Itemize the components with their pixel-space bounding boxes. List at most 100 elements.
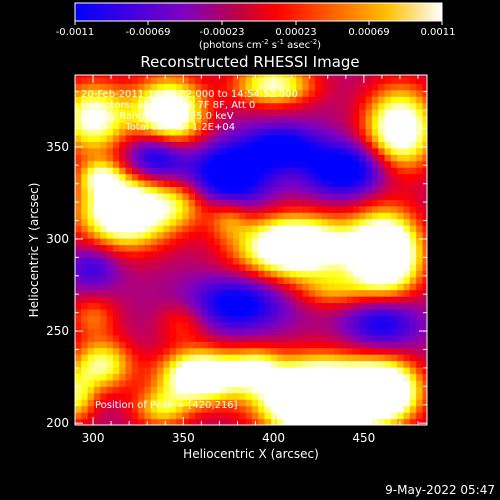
heatmap-cell [397,96,405,104]
heatmap-cell [232,328,240,336]
heatmap-cell [371,167,379,175]
heatmap-cell [302,96,310,104]
heatmap-cell [138,109,146,117]
heatmap-cell [315,379,322,387]
heatmap-cell [365,186,373,194]
heatmap-cell [403,75,411,78]
heatmap-cell [157,89,165,97]
heatmap-cell [359,347,367,355]
heatmap-cell [119,225,127,233]
heatmap-cell [157,96,165,104]
heatmap-cell [270,205,278,213]
heatmap-cell [163,75,171,78]
heatmap-cell [232,154,240,162]
heatmap-cell [315,354,322,362]
heatmap-cell [213,308,221,316]
heatmap-cell [176,102,184,110]
heatmap-cell [315,199,322,207]
heatmap-cell [232,412,240,420]
heatmap-cell [359,399,367,407]
heatmap-cell [251,231,259,239]
heatmap-cell [384,167,392,175]
heatmap-cell [195,102,202,110]
heatmap-cell [169,102,177,110]
heatmap-cell [340,109,348,117]
heatmap-cell [125,289,133,297]
heatmap-cell [302,263,310,271]
heatmap-cell [188,147,196,155]
heatmap-cell [213,244,221,252]
heatmap-cell [207,289,215,297]
heatmap-cell [87,109,95,117]
heatmap-cell [112,167,120,175]
heatmap-cell [289,399,297,407]
heatmap-cell [371,334,379,342]
heatmap-cell [315,308,322,316]
heatmap-cell [315,173,322,181]
heatmap-cell [327,418,335,425]
heatmap-cell [226,302,234,310]
heatmap-cell [195,115,202,123]
heatmap-cell [384,308,392,316]
heatmap-cell [416,257,424,265]
heatmap-cell [112,308,120,316]
heatmap-cell [112,180,120,188]
heatmap-cell [119,83,127,91]
heatmap-cell [150,386,158,394]
heatmap-cell [232,83,240,91]
heatmap-cell [131,109,139,117]
heatmap-cell [365,238,373,246]
heatmap-cell [359,225,367,233]
heatmap-cell [289,276,297,284]
heatmap-cell [321,315,329,323]
heatmap-cell [226,173,234,181]
heatmap-cell [131,328,139,336]
heatmap-cell [308,141,316,149]
heatmap-cell [75,257,82,265]
heatmap-cell [403,289,411,297]
heatmap-cell [422,321,427,329]
heatmap-cell [289,296,297,304]
heatmap-cell [251,289,259,297]
heatmap-cell [352,212,360,220]
heatmap-cell [93,328,101,336]
heatmap-cell [334,173,341,181]
heatmap-cell [371,302,379,310]
heatmap-cell [264,263,272,271]
heatmap-cell [201,102,209,110]
heatmap-cell [182,283,190,291]
heatmap-cell [340,167,348,175]
heatmap-cell [352,257,360,265]
heatmap-cell [352,302,360,310]
heatmap-cell [359,379,367,387]
heatmap-cell [327,250,335,258]
heatmap-cell [207,180,215,188]
heatmap-cell [346,302,354,310]
heatmap-cell [422,283,427,291]
heatmap-cell [207,405,215,413]
heatmap-cell [106,263,114,271]
heatmap-cell [93,257,101,265]
heatmap-cell [409,244,417,252]
heatmap-cell [188,334,196,342]
heatmap-cell [176,405,184,413]
heatmap-cell [371,238,379,246]
heatmap-cell [188,238,196,246]
heatmap-cell [359,308,367,316]
heatmap-cell [75,160,82,168]
heatmap-cell [150,373,158,381]
heatmap-cell [258,334,266,342]
heatmap-cell [81,231,89,239]
heatmap-cell [157,75,165,78]
heatmap-cell [403,283,411,291]
heatmap-cell [163,296,171,304]
heatmap-cell [371,418,379,425]
heatmap-cell [277,341,285,349]
heatmap-cell [138,289,146,297]
heatmap-cell [176,308,184,316]
heatmap-cell [352,392,360,400]
heatmap-cell [188,76,196,84]
heatmap-cell [270,373,278,381]
heatmap-cell [131,379,139,387]
heatmap-cell [296,96,304,104]
